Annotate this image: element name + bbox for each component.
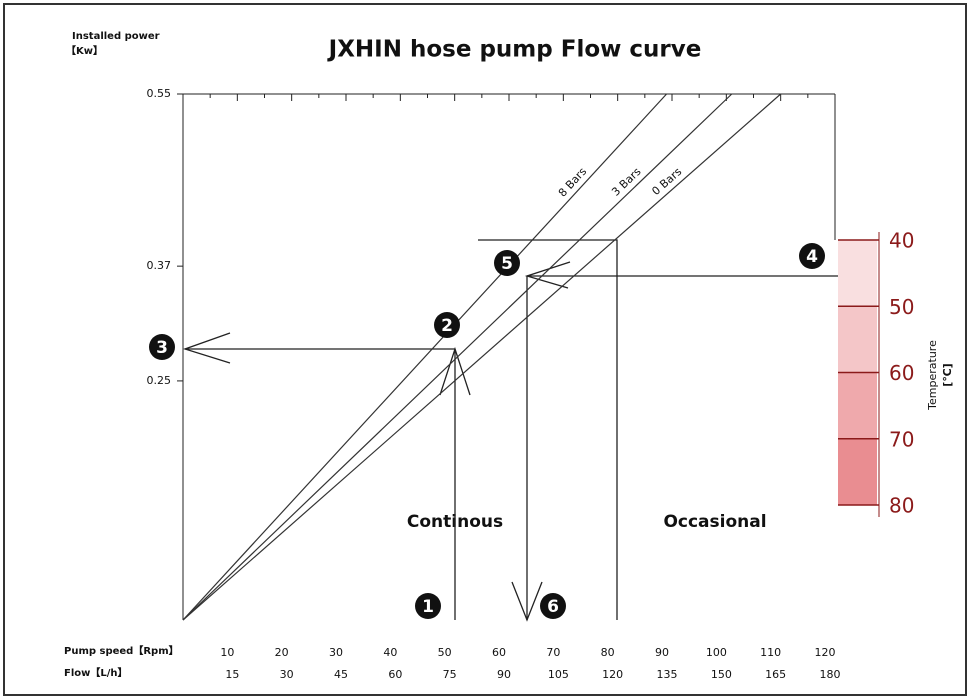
step-marker-label: 2 (441, 316, 453, 336)
step-marker-label: 3 (156, 338, 168, 358)
temperature-tick-label: 40 (889, 229, 914, 253)
guides (182, 239, 838, 622)
x-tick-label: 70 (546, 646, 560, 659)
x-tick-label: 20 (275, 646, 289, 659)
y-tick-label: 0.37 (147, 259, 172, 272)
step-marker (494, 250, 520, 276)
x-tick-label: 90 (655, 646, 669, 659)
series-line (182, 93, 668, 621)
step-marker-label: 1 (422, 597, 434, 617)
y-axis-unit: 【Kw】 (66, 44, 103, 57)
x2-tick-label: 15 (225, 668, 239, 681)
temperature-tick-label: 80 (889, 494, 914, 518)
x-tick-label: 100 (706, 646, 727, 659)
temperature-label: Temperature (926, 340, 939, 411)
x-axis-label: Pump speed【Rpm】 (64, 644, 179, 657)
x2-tick-label: 30 (280, 668, 294, 681)
x2-tick-label: 120 (602, 668, 623, 681)
series-line (182, 93, 782, 621)
x2-tick-label: 45 (334, 668, 348, 681)
step-marker-label: 6 (547, 597, 559, 617)
x2-tick-label: 60 (388, 668, 402, 681)
temperature-band (838, 240, 877, 307)
y-axis-label: Installed power (72, 31, 160, 42)
occasional-boundary (478, 239, 618, 620)
y-tick-label: 0.55 (147, 87, 172, 100)
x2-tick-label: 135 (657, 668, 678, 681)
series-line (182, 93, 733, 621)
x2-tick-label: 150 (711, 668, 732, 681)
x-tick-label: 50 (438, 646, 452, 659)
temperature-tick-label: 70 (889, 427, 914, 451)
x2-tick-label: 165 (765, 668, 786, 681)
frame (3, 3, 967, 696)
temperature-unit: [℃] (941, 363, 954, 386)
chart-title: JXHIN hose pump Flow curve (327, 37, 702, 63)
temperature-tick-label: 50 (889, 295, 914, 319)
x-tick-label: 60 (492, 646, 506, 659)
x2-tick-label: 180 (820, 668, 841, 681)
x-tick-label: 80 (601, 646, 615, 659)
step-marker (415, 593, 441, 619)
arrow-head (511, 581, 543, 622)
x-tick-label: 40 (383, 646, 397, 659)
temperature-band (838, 372, 877, 439)
arrow-head (182, 332, 231, 364)
region-label: Occasional (663, 512, 766, 532)
x2-tick-label: 90 (497, 668, 511, 681)
temperature-band (838, 306, 877, 373)
step-marker (149, 334, 175, 360)
arrow-head (439, 346, 471, 396)
y-tick-label: 0.25 (147, 374, 172, 387)
x2-axis-label: Flow【L/h】 (64, 666, 128, 679)
step-marker (799, 243, 825, 269)
step-marker (540, 593, 566, 619)
x-tick-label: 120 (815, 646, 836, 659)
temperature-band (838, 438, 877, 505)
x2-tick-label: 105 (548, 668, 569, 681)
step-marker-label: 4 (806, 247, 818, 267)
step-marker (434, 312, 460, 338)
x-tick-label: 10 (220, 646, 234, 659)
x2-tick-label: 75 (443, 668, 457, 681)
x-tick-label: 30 (329, 646, 343, 659)
x-tick-label: 110 (760, 646, 781, 659)
step-marker-label: 5 (501, 254, 513, 274)
temperature-tick-label: 60 (889, 361, 914, 385)
